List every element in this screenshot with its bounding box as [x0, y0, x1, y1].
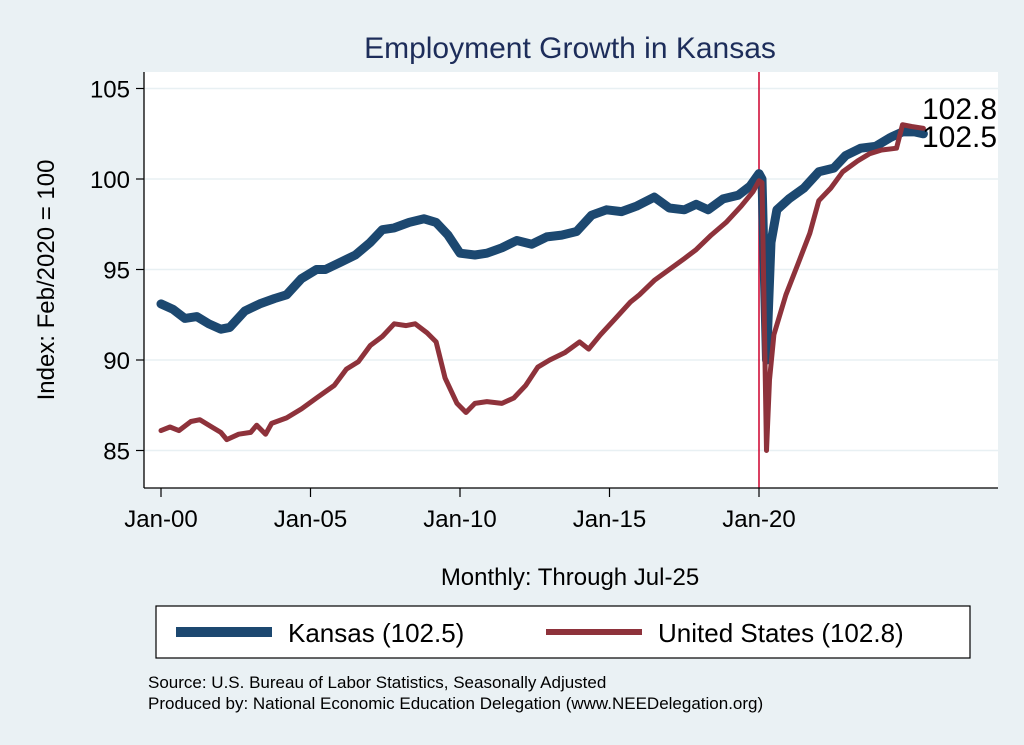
end-label-united-states: 102.8	[922, 93, 997, 126]
x-tick-label: Jan-15	[573, 506, 646, 533]
y-tick-label: 85	[103, 439, 130, 466]
y-tick-label: 105	[90, 77, 130, 104]
x-tick-label: Jan-00	[124, 506, 197, 533]
series-line-united-states	[158, 122, 926, 453]
x-tick-label: Jan-10	[423, 506, 496, 533]
legend: Kansas (102.5) United States (102.8)	[155, 605, 971, 659]
source-note: Source: U.S. Bureau of Labor Statistics,…	[148, 673, 606, 692]
producer-note: Produced by: National Economic Education…	[148, 694, 763, 713]
x-axis: Jan-00 Jan-05 Jan-10 Jan-15 Jan-20	[124, 488, 796, 533]
y-axis: 85 90 95 100 105	[90, 77, 144, 466]
series-group	[156, 122, 928, 453]
x-tick-label: Jan-20	[722, 506, 795, 533]
x-tick-label: Jan-05	[274, 506, 347, 533]
x-axis-title: Monthly: Through Jul-25	[441, 564, 699, 591]
gridlines	[145, 87, 998, 452]
y-tick-label: 95	[103, 258, 130, 285]
y-axis-title: Index: Feb/2020 = 100	[33, 160, 60, 401]
y-tick-label: 90	[103, 348, 130, 375]
chart-title: Employment Growth in Kansas	[364, 32, 776, 65]
series-line-kansas	[156, 127, 928, 365]
legend-label-united-states: United States (102.8)	[658, 618, 904, 648]
legend-label-kansas: Kansas (102.5)	[288, 618, 464, 648]
y-tick-label: 100	[90, 167, 130, 194]
end-label-kansas: 102.5	[922, 121, 997, 154]
